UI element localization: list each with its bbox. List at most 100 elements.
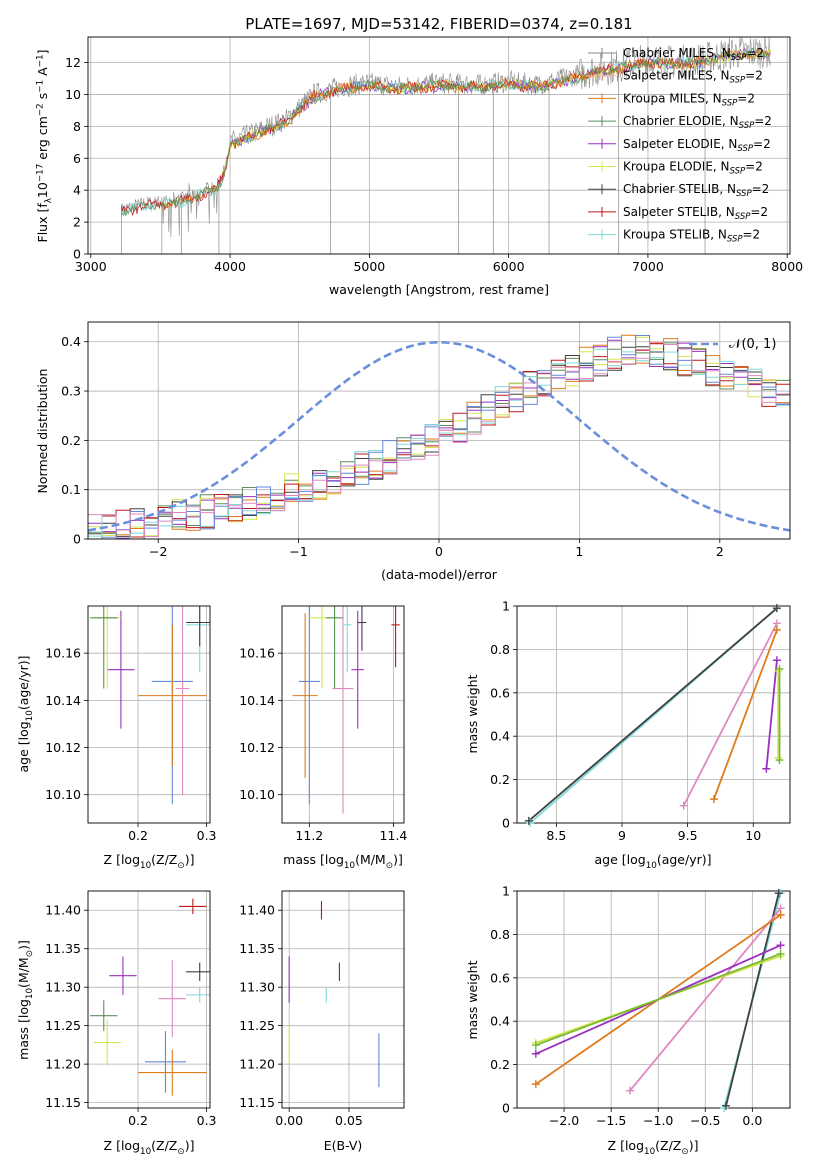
x-tick-label: 8.5 xyxy=(546,828,566,843)
y-axis-label: mass weight xyxy=(465,674,480,753)
label-part: 10 xyxy=(140,1147,151,1157)
legend-label-text: Kroupa STELIB, N xyxy=(623,228,727,242)
y-axis-label: mass [log10(M/M⊙)] xyxy=(16,940,35,1060)
plot-area xyxy=(90,898,210,1096)
y-tick-label: 0.4 xyxy=(61,334,81,349)
label-part: mass [log xyxy=(16,999,31,1060)
x-tick-label: 10 xyxy=(745,828,761,843)
legend-label-sub: SSP xyxy=(731,53,747,63)
label-part: 10 xyxy=(35,182,50,198)
legend-label: 𝒩(0, 1) xyxy=(729,337,776,352)
y-tick-label: 11.20 xyxy=(45,1057,81,1072)
y-tick-label: 0 xyxy=(502,1101,510,1116)
weight-line xyxy=(528,607,778,822)
weight-marker xyxy=(775,664,784,673)
y-tick-label: 11.15 xyxy=(45,1095,81,1110)
label-part: (age/yr)] xyxy=(657,852,712,867)
y-axis-label: Normed distribution xyxy=(35,369,50,494)
legend-label-suffix: =2 xyxy=(745,69,763,83)
y-tick-label: 0.1 xyxy=(61,482,81,497)
x-tick-label: 9.5 xyxy=(678,828,698,843)
legend-label-sub: SSP xyxy=(736,189,752,199)
weight-marker xyxy=(524,816,533,825)
weight-marker xyxy=(772,604,781,613)
x-axis-label: Z [log10(Z/Z⊙)] xyxy=(104,852,195,871)
y-tick-label: 0 xyxy=(502,816,510,831)
axes-frame xyxy=(281,890,405,1109)
label-part: )] xyxy=(16,940,31,950)
chart-age-vs-Z: 0.2 0.3 10.10 10.12 10.14 10.16 xyxy=(45,605,217,843)
residual-histogram xyxy=(88,343,790,539)
grid xyxy=(282,891,404,1108)
plot-area xyxy=(90,606,210,805)
x-axis-label: Z [log10(Z/Z⊙)] xyxy=(104,1138,195,1157)
x-tick-label: 2 xyxy=(716,544,724,559)
x-tick-label: 3000 xyxy=(75,259,107,274)
label-part: Z [log xyxy=(104,1138,140,1153)
weight-marker xyxy=(776,910,785,919)
label-part: (Z/Z xyxy=(151,1138,177,1153)
label-part: −2 xyxy=(36,103,46,116)
label-part: )] xyxy=(393,852,403,867)
weight-marker xyxy=(776,949,785,958)
legend-label: Salpeter ELODIE, NSSP=2 xyxy=(623,137,771,154)
legend-label: Chabrier STELIB, NSSP=2 xyxy=(623,182,769,199)
ticks: 3000 4000 5000 6000 7000 8000 0 2 4 6 8 10 12 xyxy=(65,55,803,274)
y-tick-label: 10.10 xyxy=(45,787,81,802)
legend-label-text: Salpeter MILES, N xyxy=(623,69,730,83)
chart-weight-vs-age: 8.5 9 9.5 10 0 0.2 0.4 0.6 0.8 1 xyxy=(490,599,791,843)
axes-frame xyxy=(516,890,791,1109)
ticks: 0.2 0.3 11.15 11.20 11.25 11.30 11.35 11.40 xyxy=(45,903,216,1128)
label-part: −17 xyxy=(36,164,46,182)
y-tick-label: 11.35 xyxy=(45,941,81,956)
weight-line xyxy=(725,892,780,1107)
x-tick-label: 0.2 xyxy=(128,1113,148,1128)
legend-label-text: Kroupa ELODIE, N xyxy=(623,160,730,174)
weight-marker xyxy=(721,1101,730,1110)
x-tick-label: 8000 xyxy=(771,259,803,274)
x-tick-label: 0.3 xyxy=(197,828,217,843)
x-tick-label: 5000 xyxy=(353,259,385,274)
weight-line xyxy=(629,907,782,1092)
y-tick-label: 0.4 xyxy=(490,1014,510,1029)
x-tick-label: 0.2 xyxy=(128,828,148,843)
y-tick-label: 11.25 xyxy=(45,1018,81,1033)
legend-label-suffix: =2 xyxy=(752,182,770,196)
residual-histogram xyxy=(88,341,790,537)
weight-marker xyxy=(625,1086,634,1095)
y-tick-label: 0.2 xyxy=(490,772,510,787)
weight-marker xyxy=(762,764,771,773)
label-part: age [log xyxy=(16,721,31,772)
label-part: 10 xyxy=(25,710,35,721)
weight-marker xyxy=(772,656,781,665)
y-tick-label: 0.8 xyxy=(490,642,510,657)
ticks: 0.2 0.3 10.10 10.12 10.14 10.16 xyxy=(45,646,216,843)
legend-label: Salpeter MILES, NSSP=2 xyxy=(623,69,763,86)
y-tick-label: 0.8 xyxy=(490,927,510,942)
residual-histogram xyxy=(88,334,790,539)
plot-area xyxy=(121,37,771,254)
weight-marker xyxy=(531,1041,540,1050)
x-axis-label: E(B-V) xyxy=(324,1138,363,1153)
ticks: 0.00 0.05 11.15 11.20 11.25 11.30 11.35 11.40 xyxy=(239,903,363,1128)
x-tick-label: 0.05 xyxy=(335,1113,363,1128)
y-tick-label: 0.4 xyxy=(490,729,510,744)
y-axis-label: mass weight xyxy=(465,960,480,1039)
y-tick-label: 10 xyxy=(65,87,81,102)
x-tick-label: −1 xyxy=(289,544,307,559)
y-tick-label: 10.14 xyxy=(45,693,81,708)
x-tick-label: 9 xyxy=(618,828,626,843)
y-tick-label: 11.25 xyxy=(239,1018,275,1033)
legend-label-sub: SSP xyxy=(730,76,746,86)
weight-marker xyxy=(531,1080,540,1089)
x-tick-label: 0.3 xyxy=(197,1113,217,1128)
chart-mass-vs-EBV: 0.00 0.05 11.15 11.20 11.25 11.30 11.35 11.40 xyxy=(239,890,405,1128)
x-tick-label: −1.0 xyxy=(643,1113,673,1128)
axes-frame xyxy=(281,605,405,824)
legend-label: Salpeter STELIB, NSSP=2 xyxy=(623,205,768,222)
label-part: 10 xyxy=(25,988,35,999)
label-part: Z [log xyxy=(104,852,140,867)
weight-marker xyxy=(775,756,784,765)
weight-marker xyxy=(531,1049,540,1058)
y-tick-label: 0.3 xyxy=(61,384,81,399)
